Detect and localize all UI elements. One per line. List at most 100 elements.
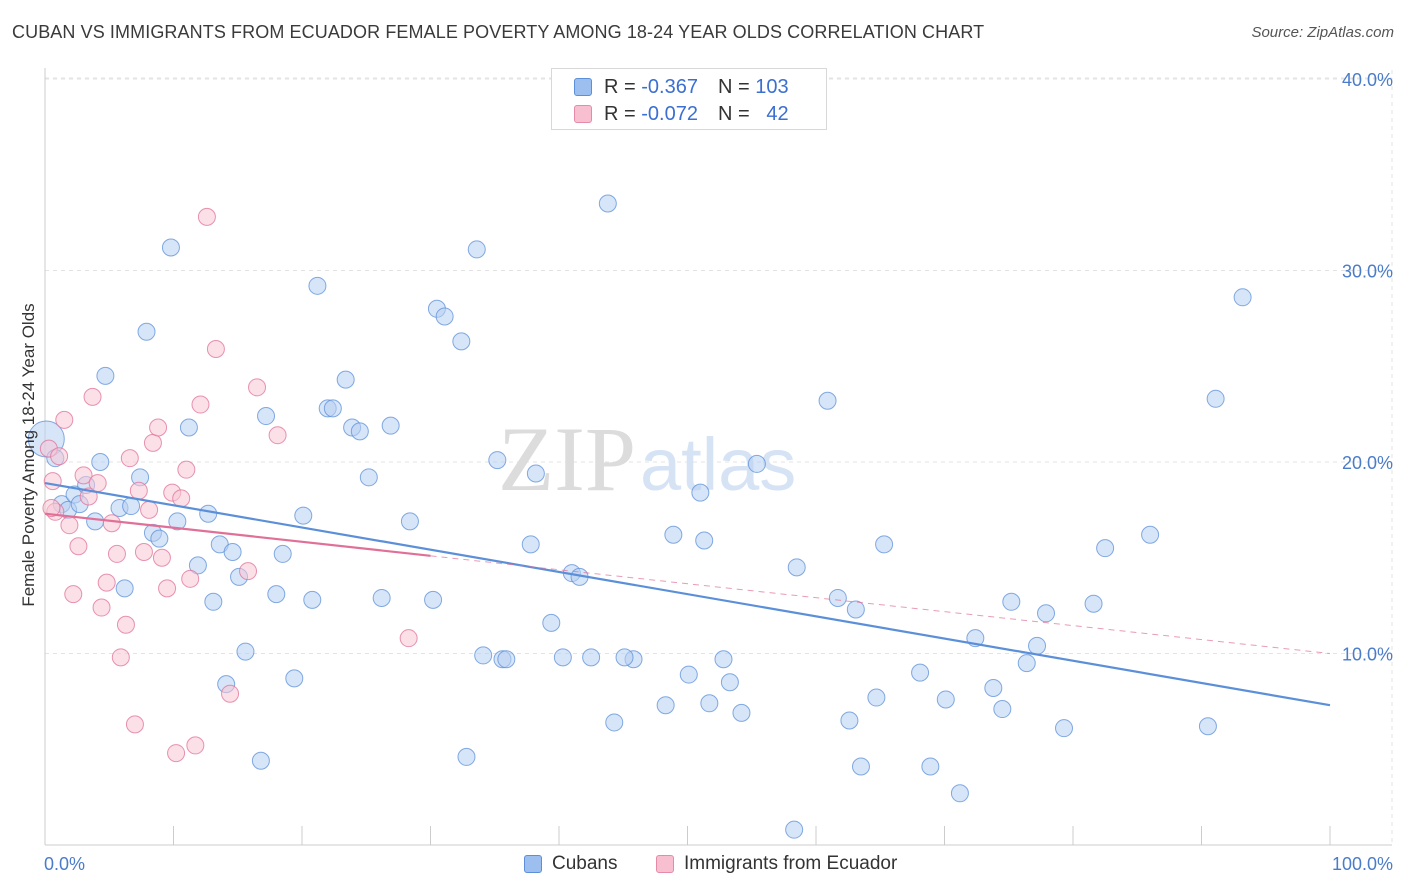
x-tick-label-min: 0.0% [44,854,85,874]
y-tick-label: 30.0% [1342,262,1393,282]
cubans-point [747,454,766,473]
cubans-point [936,690,955,709]
watermark-zip: ZIP [498,408,636,510]
cubans-point [787,558,806,577]
cubans-point [303,590,322,609]
stats-row-cubans: R = -0.367 N = 103 [574,75,789,99]
r-value: -0.367 [641,75,698,98]
ecuador-legend-swatch [656,855,674,873]
ecuador-point [111,648,130,667]
ecuador-point [125,715,144,734]
cubans-point [400,512,419,531]
cubans-point [921,757,940,776]
cubans-point [381,416,400,435]
watermark: ZIP atlas [498,408,796,510]
cubans-point [1017,654,1036,673]
cubans-point [251,751,270,770]
ecuador-point [248,378,267,397]
y-tick-label: 20.0% [1342,453,1393,473]
cubans-point [497,650,516,669]
cubans-point [273,544,292,563]
n-label: N = [717,75,750,98]
cubans-point [720,673,739,692]
ecuador-point [64,585,83,604]
cubans-point [474,646,493,665]
cubans-point [122,497,141,516]
r-value: -0.072 [641,102,698,125]
cubans-point [582,648,601,667]
ecuador-point [55,410,74,429]
ecuador-point [129,481,148,500]
ecuador-point [206,340,225,359]
ecuador-point [97,573,116,592]
ecuador-point [116,615,135,634]
ecuador-point [43,472,62,491]
cubans-point [168,512,187,531]
r-label: R = [604,75,636,98]
n-value: 42 [766,102,789,125]
ecuador-point [172,489,191,508]
cubans-point [188,556,207,575]
cubans-point [1084,594,1103,613]
cubans-point [199,504,218,523]
cubans-legend-swatch [524,855,542,873]
cubans-point [424,590,443,609]
cubans-point [664,525,683,544]
cubans-point [223,543,242,562]
ecuador-point [143,433,162,452]
cubans-point [1198,717,1217,736]
data-points [27,194,1252,839]
cubans-point [1028,636,1047,655]
cubans-point [679,665,698,684]
cubans-point [867,688,886,707]
cubans-point [91,453,110,471]
cubans-point [700,694,719,713]
cubans-point [911,663,930,682]
ecuador-point [167,744,186,763]
legend-item-cubans[interactable]: Cubans [524,852,618,876]
cubans-point [452,332,471,351]
cubans-point [308,276,327,295]
ecuador-point [60,516,79,535]
cubans-point [488,451,507,470]
cubans-point [732,703,751,722]
ecuador-point [88,474,107,493]
cubans-point [993,700,1012,719]
n-label: N = [717,102,750,125]
cubans-point [1002,592,1021,611]
stats-legend: R = -0.367 N = 103 R = -0.072 N = 42 [551,68,827,130]
legend-item-ecuador[interactable]: Immigrants from Ecuador [656,852,897,876]
cubans-point [542,613,561,632]
cubans-point [267,585,286,604]
cubans-point [1206,389,1225,408]
watermark-atlas: atlas [640,423,796,506]
cubans-point [179,418,198,437]
ecuador-point [140,500,159,519]
ecuador-trend-line [44,512,431,557]
cubans-point [86,512,105,531]
cubans-legend-label: Cubans [552,853,618,874]
ecuador-point [221,684,240,703]
cubans-point [840,711,859,730]
ecuador-point [50,447,69,466]
ecuador-point [92,598,111,617]
cubans-point [828,588,847,607]
y-tick-labels: 10.0% 20.0% 30.0% 40.0% [1342,70,1393,665]
ecuador-point [268,426,287,445]
ecuador-point [149,418,168,437]
cubans-point [323,399,342,418]
cubans-point [851,757,870,776]
ecuador-point [197,207,216,226]
cubans-point [1037,604,1056,623]
ecuador-point [120,449,139,468]
ecuador-point [399,629,418,648]
y-axis-label: Female Poverty Among 18-24 Year Olds [19,303,38,606]
cubans-point [435,307,454,326]
cubans-point [336,370,355,389]
cubans-point [656,696,675,715]
cubans-point [204,592,223,611]
x-tick-labels: 0.0% 100.0% [44,854,1393,874]
cubans-point [598,194,617,213]
cubans-point [372,588,391,607]
cubans-point [257,407,276,426]
